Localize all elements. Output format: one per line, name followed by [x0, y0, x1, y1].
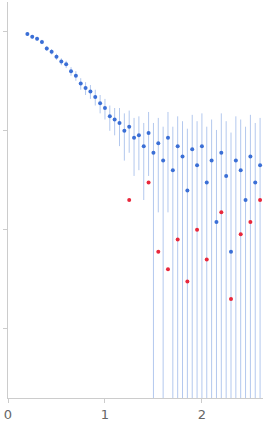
svg-text:0: 0: [4, 407, 12, 422]
svg-text:2: 2: [198, 407, 206, 422]
svg-text:1: 1: [101, 407, 109, 422]
